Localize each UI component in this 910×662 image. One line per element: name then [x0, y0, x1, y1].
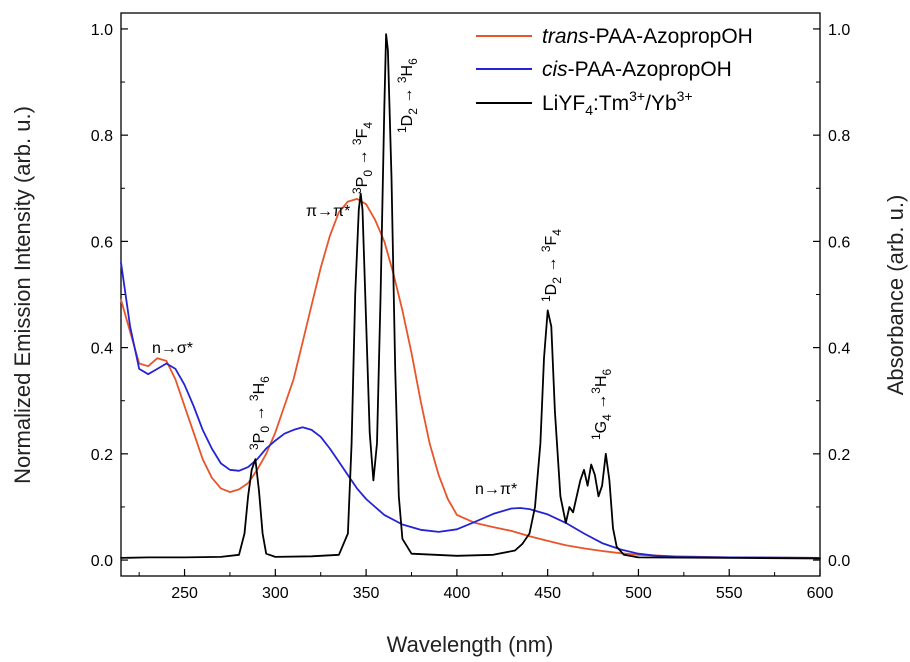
right-y-tick-label: 0.2: [828, 447, 850, 464]
x-tick-label: 500: [625, 585, 652, 602]
series-cis-paa-azopropoh: [120, 261, 821, 559]
left-y-axis-ticks: 0.0 0.2 0.4 0.6 0.8 1.0: [91, 22, 128, 570]
right-y-tick-label: 0.6: [828, 234, 850, 251]
right-y-tick-label: 0.8: [828, 128, 850, 145]
series-liyf4-tm-yb: [120, 33, 821, 560]
left-y-tick-label: 0.0: [91, 553, 113, 570]
series-layer: [120, 33, 821, 560]
x-tick-label: 300: [262, 585, 289, 602]
right-y-axis-ticks: 0.0 0.2 0.4 0.6 0.8 1.0: [813, 22, 850, 570]
series-trans-paa-azopropoh: [120, 197, 821, 559]
right-y-axis-title: Absorbance (arb. u.): [883, 195, 908, 396]
left-y-tick-label: 0.6: [91, 234, 113, 251]
x-tick-label: 600: [807, 585, 834, 602]
annotation-1g4-3h6: 1G4 →3H6: [589, 368, 614, 440]
annotation-n-sigma: n→σ*: [152, 340, 193, 357]
legend-label-cis: cis-PAA-AzopropOH: [542, 58, 732, 81]
plot-frame: [120, 12, 821, 577]
left-y-tick-label: 0.4: [91, 341, 113, 358]
x-tick-label: 550: [716, 585, 743, 602]
x-axis-ticks: 250 300 350 400 450 500 550 600: [138, 569, 834, 602]
x-axis-title: Wavelength (nm): [387, 632, 554, 657]
legend-label-trans: trans-PAA-AzopropOH: [542, 25, 753, 48]
annotation-3p0-3h6: 3P0 → 3H6: [247, 376, 272, 450]
left-y-axis-title: Normalized Emission Intensity (arb. u.): [10, 106, 35, 484]
right-y-tick-label: 1.0: [828, 22, 850, 39]
annotation-n-pi: n→π*: [475, 481, 517, 498]
annotation-1d2-3h6: 1D2 → 3H6: [395, 58, 420, 133]
annotation-pi-pi: π→π*: [306, 203, 350, 220]
left-y-tick-label: 0.8: [91, 128, 113, 145]
legend: trans-PAA-AzopropOH cis-PAA-AzopropOH Li…: [476, 25, 753, 118]
annotation-1d2-3f4: 1D2 → 3F4: [539, 229, 564, 302]
legend-label-lumin: LiYF4:Tm3+/Yb3+: [542, 88, 693, 118]
x-tick-label: 450: [534, 585, 561, 602]
x-tick-label: 400: [444, 585, 471, 602]
x-tick-label: 350: [353, 585, 380, 602]
right-y-tick-label: 0.4: [828, 341, 850, 358]
left-y-tick-label: 0.2: [91, 447, 113, 464]
left-y-tick-label: 1.0: [91, 22, 113, 39]
x-tick-label: 250: [171, 585, 198, 602]
annotation-3p0-3f4: 3P0 → 3F4: [350, 122, 375, 194]
right-y-tick-label: 0.0: [828, 553, 850, 570]
